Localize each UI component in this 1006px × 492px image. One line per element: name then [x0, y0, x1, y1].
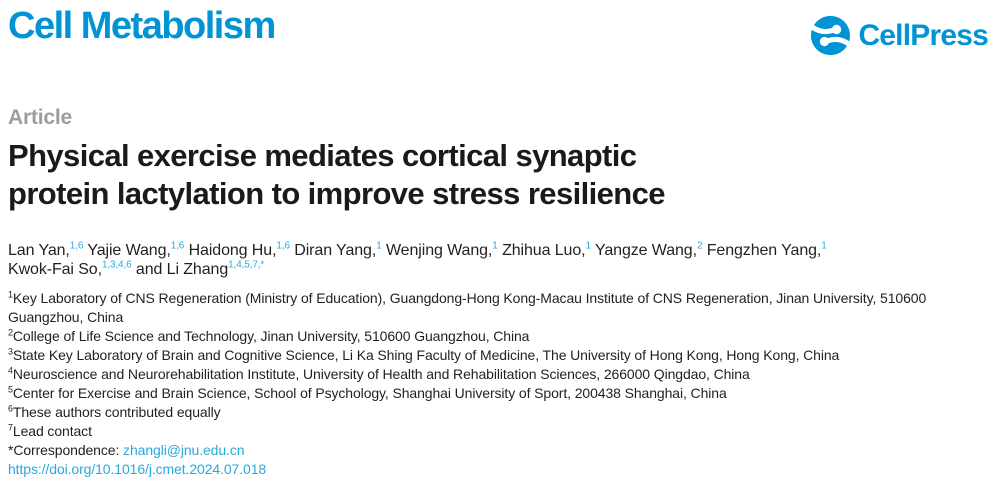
- author-name: Fengzhen Yang,1: [706, 240, 827, 259]
- affiliation-item: 2College of Life Science and Technology,…: [8, 327, 530, 344]
- author-name: Haidong Hu,1,6: [188, 240, 290, 259]
- correspondence-line: *Correspondence: zhangli@jnu.edu.cn: [8, 441, 992, 460]
- author-affiliation-superscript: 1,4,5,7,*: [228, 259, 265, 271]
- author-affiliation-superscript: 2: [696, 240, 703, 252]
- article-title-line1: Physical exercise mediates cortical syna…: [8, 138, 637, 173]
- affiliation-list: 1Key Laboratory of CNS Regeneration (Min…: [8, 289, 992, 441]
- author-name: Kwok-Fai So,1,3,4,6: [8, 259, 132, 278]
- author-affiliation-superscript: 1: [376, 240, 382, 252]
- page-header: Cell Metabolism CellPress: [8, 6, 992, 56]
- publisher-logo: CellPress: [810, 15, 989, 56]
- doi-line: https://doi.org/10.1016/j.cmet.2024.07.0…: [8, 460, 992, 479]
- author-affiliation-superscript: 1: [492, 240, 498, 252]
- article-header: Article Physical exercise mediates corti…: [8, 106, 992, 479]
- cellpress-swirl-icon: [810, 15, 852, 56]
- author-affiliation-superscript: 1,6: [276, 240, 290, 252]
- author-affiliation-superscript: 1,3,4,6: [101, 259, 132, 271]
- correspondence-label: *Correspondence:: [8, 442, 120, 458]
- article-title-line2: protein lactylation to improve stress re…: [8, 176, 665, 211]
- affiliation-item: 3State Key Laboratory of Brain and Cogni…: [8, 346, 840, 363]
- affiliation-number: 5: [8, 384, 13, 395]
- affiliation-number: 2: [8, 327, 13, 338]
- author-name: and Li Zhang1,4,5,7,*: [135, 259, 265, 278]
- author-affiliation-superscript: 1: [585, 240, 591, 252]
- correspondence-email-link[interactable]: zhangli@jnu.edu.cn: [123, 442, 245, 458]
- author-affiliation-superscript: 1,6: [170, 240, 185, 252]
- journal-logo: Cell Metabolism: [8, 5, 276, 47]
- author-name: Diran Yang,1: [294, 240, 382, 259]
- affiliation-item: 6These authors contributed equally: [8, 403, 221, 420]
- author-name: Yangze Wang,2: [594, 240, 703, 259]
- article-title: Physical exercise mediates cortical syna…: [8, 137, 992, 213]
- affiliation-item: 5Center for Exercise and Brain Science, …: [8, 384, 727, 401]
- affiliation-number: 7: [8, 422, 13, 433]
- author-name: Lan Yan,1,6: [8, 240, 84, 259]
- affiliation-number: 1: [8, 289, 13, 300]
- author-affiliation-superscript: 1: [821, 240, 827, 252]
- author-affiliation-superscript: 1,6: [69, 240, 84, 252]
- affiliation-number: 3: [8, 346, 13, 357]
- affiliation-item: 1Key Laboratory of CNS Regeneration (Min…: [8, 289, 927, 325]
- affiliation-item: 7Lead contact: [8, 422, 92, 439]
- affiliation-number: 4: [8, 365, 13, 376]
- publisher-name: CellPress: [858, 19, 988, 52]
- article-kicker: Article: [8, 106, 72, 129]
- affiliation-item: 4Neuroscience and Neurorehabilitation In…: [8, 365, 750, 382]
- affiliation-number: 6: [8, 403, 13, 414]
- author-name: Zhihua Luo,1: [502, 240, 591, 259]
- author-list: Lan Yan,1,6 Yajie Wang,1,6 Haidong Hu,1,…: [8, 241, 992, 279]
- author-name: Yajie Wang,1,6: [87, 240, 185, 259]
- author-name: Wenjing Wang,1: [385, 240, 498, 259]
- doi-link[interactable]: https://doi.org/10.1016/j.cmet.2024.07.0…: [8, 461, 267, 477]
